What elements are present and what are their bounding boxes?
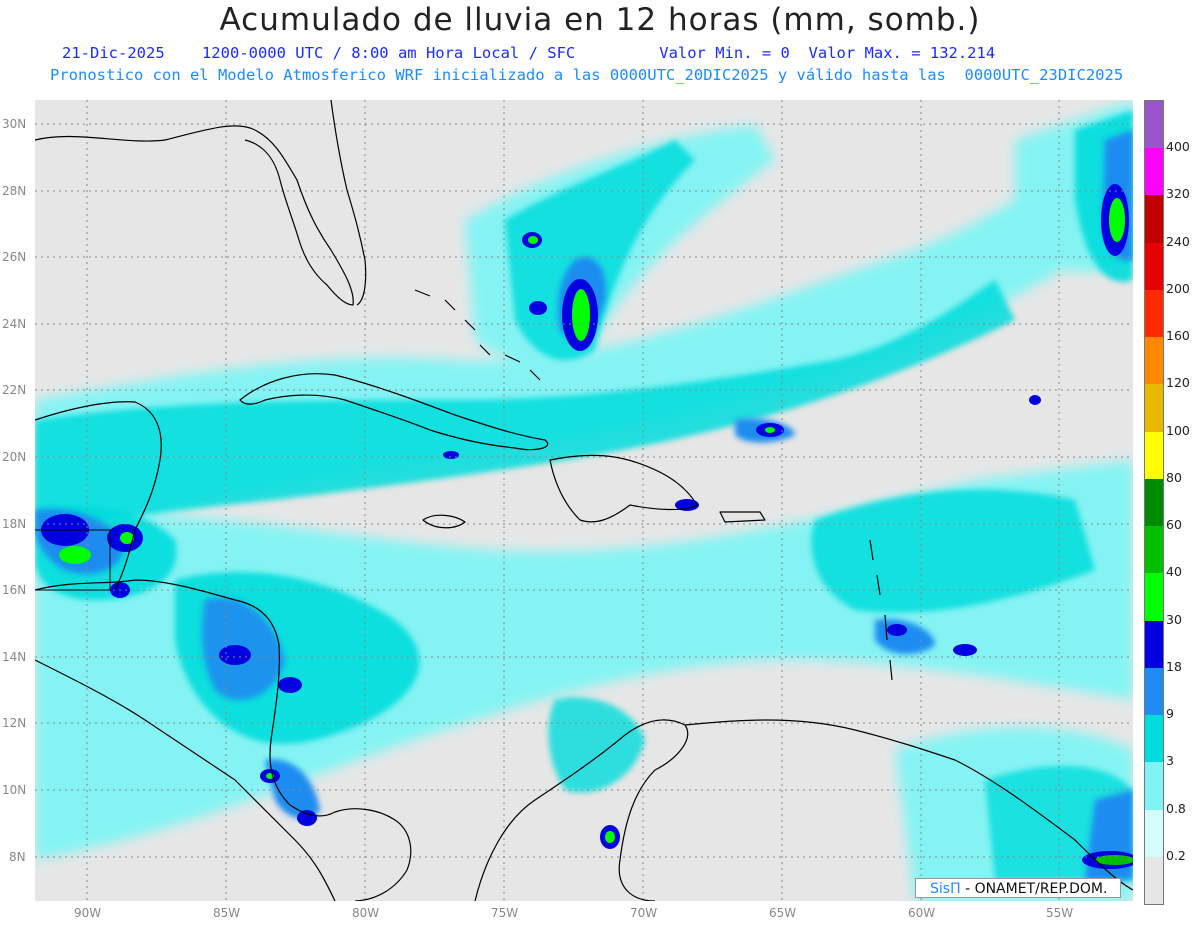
lon-label-70w: 70W — [630, 906, 658, 920]
lat-label-18n: 18N — [2, 517, 27, 531]
sispi-logo-text: SisΠ — [930, 881, 961, 897]
coastlines — [35, 100, 1133, 901]
legend-swatch — [1145, 384, 1163, 433]
lon-label-55w: 55W — [1046, 906, 1074, 920]
model-info-line: Pronostico con el Modelo Atmosferico WRF… — [50, 66, 1124, 84]
map-title: Acumulado de lluvia en 12 horas (mm, som… — [219, 2, 981, 38]
legend-swatch — [1145, 101, 1163, 149]
border-box — [35, 529, 111, 591]
lat-label-28n: 28N — [2, 184, 27, 198]
lat-label-16n: 16N — [2, 583, 27, 597]
rain-cores — [41, 184, 1133, 869]
lat-label-14n: 14N — [2, 650, 27, 664]
venezuela-coast — [684, 719, 1133, 891]
map-panel — [35, 100, 1133, 901]
hispaniola — [549, 454, 698, 523]
legend-swatch — [1145, 620, 1163, 669]
south-america — [474, 719, 689, 901]
lon-label-75w: 75W — [491, 906, 519, 920]
legend-label: 400 — [1166, 139, 1190, 155]
legend-swatch — [1145, 856, 1163, 905]
central-america — [35, 579, 412, 901]
yucatan — [35, 401, 162, 591]
lon-label-80w: 80W — [352, 906, 380, 920]
lon-label-60w: 60W — [908, 906, 936, 920]
legend-label: 40 — [1166, 564, 1182, 580]
lesser-antilles — [869, 539, 893, 681]
lat-label-30n: 30N — [2, 117, 27, 131]
lat-label-10n: 10N — [2, 783, 27, 797]
lon-label-85w: 85W — [213, 906, 241, 920]
legend-label: 200 — [1166, 280, 1190, 296]
lat-label-22n: 22N — [2, 383, 27, 397]
legend-swatch — [1145, 526, 1163, 574]
lat-label-20n: 20N — [2, 450, 27, 464]
bahamas — [414, 289, 541, 381]
legend-swatch — [1145, 195, 1163, 244]
us-gulf-coast — [35, 125, 354, 306]
legend-label: 3 — [1166, 753, 1174, 769]
legend-swatch — [1145, 809, 1163, 858]
credit-text: - ONAMET/REP.DOM. — [965, 881, 1108, 897]
credit-box: SisΠ - ONAMET/REP.DOM. — [915, 878, 1121, 898]
legend-label: 18 — [1166, 658, 1182, 674]
lat-lon-grid — [35, 100, 1133, 901]
legend-label: 30 — [1166, 611, 1182, 627]
lon-label-65w: 65W — [769, 906, 797, 920]
legend-label: 100 — [1166, 422, 1190, 438]
legend-swatch — [1145, 148, 1163, 196]
pacific-coast — [35, 659, 336, 901]
legend-label: 120 — [1166, 375, 1190, 391]
legend-swatch — [1145, 337, 1163, 385]
legend-swatch — [1145, 478, 1163, 527]
legend-swatch — [1145, 715, 1163, 763]
lat-label-24n: 24N — [2, 317, 27, 331]
lat-label-12n: 12N — [2, 716, 27, 730]
legend-label: 9 — [1166, 706, 1174, 722]
valid-time-line: 21-Dic-2025 1200-0000 UTC / 8:00 am Hora… — [62, 44, 996, 62]
rain-field-medium — [35, 110, 1133, 880]
legend-label: 160 — [1166, 328, 1190, 344]
legend-label: 80 — [1166, 469, 1182, 485]
legend-label: 320 — [1166, 186, 1190, 202]
legend-swatch — [1145, 289, 1163, 338]
legend-label: 0.2 — [1166, 847, 1186, 863]
legend-swatch — [1145, 667, 1163, 716]
puerto-rico — [719, 511, 766, 523]
jamaica — [422, 514, 466, 529]
legend-swatch — [1145, 242, 1163, 291]
rain-map — [35, 100, 1133, 901]
lat-label-26n: 26N — [2, 250, 27, 264]
legend-label: 0.8 — [1166, 800, 1186, 816]
legend-swatch — [1145, 431, 1163, 480]
legend-swatch — [1145, 573, 1163, 622]
cuba — [239, 373, 549, 451]
legend-label: 240 — [1166, 233, 1190, 249]
lon-label-90w: 90W — [74, 906, 102, 920]
legend-label: 60 — [1166, 517, 1182, 533]
legend-swatch — [1145, 762, 1163, 811]
lat-label-8n: 8N — [9, 850, 26, 864]
us-east-coast — [330, 100, 367, 306]
color-legend-bar — [1144, 100, 1164, 905]
